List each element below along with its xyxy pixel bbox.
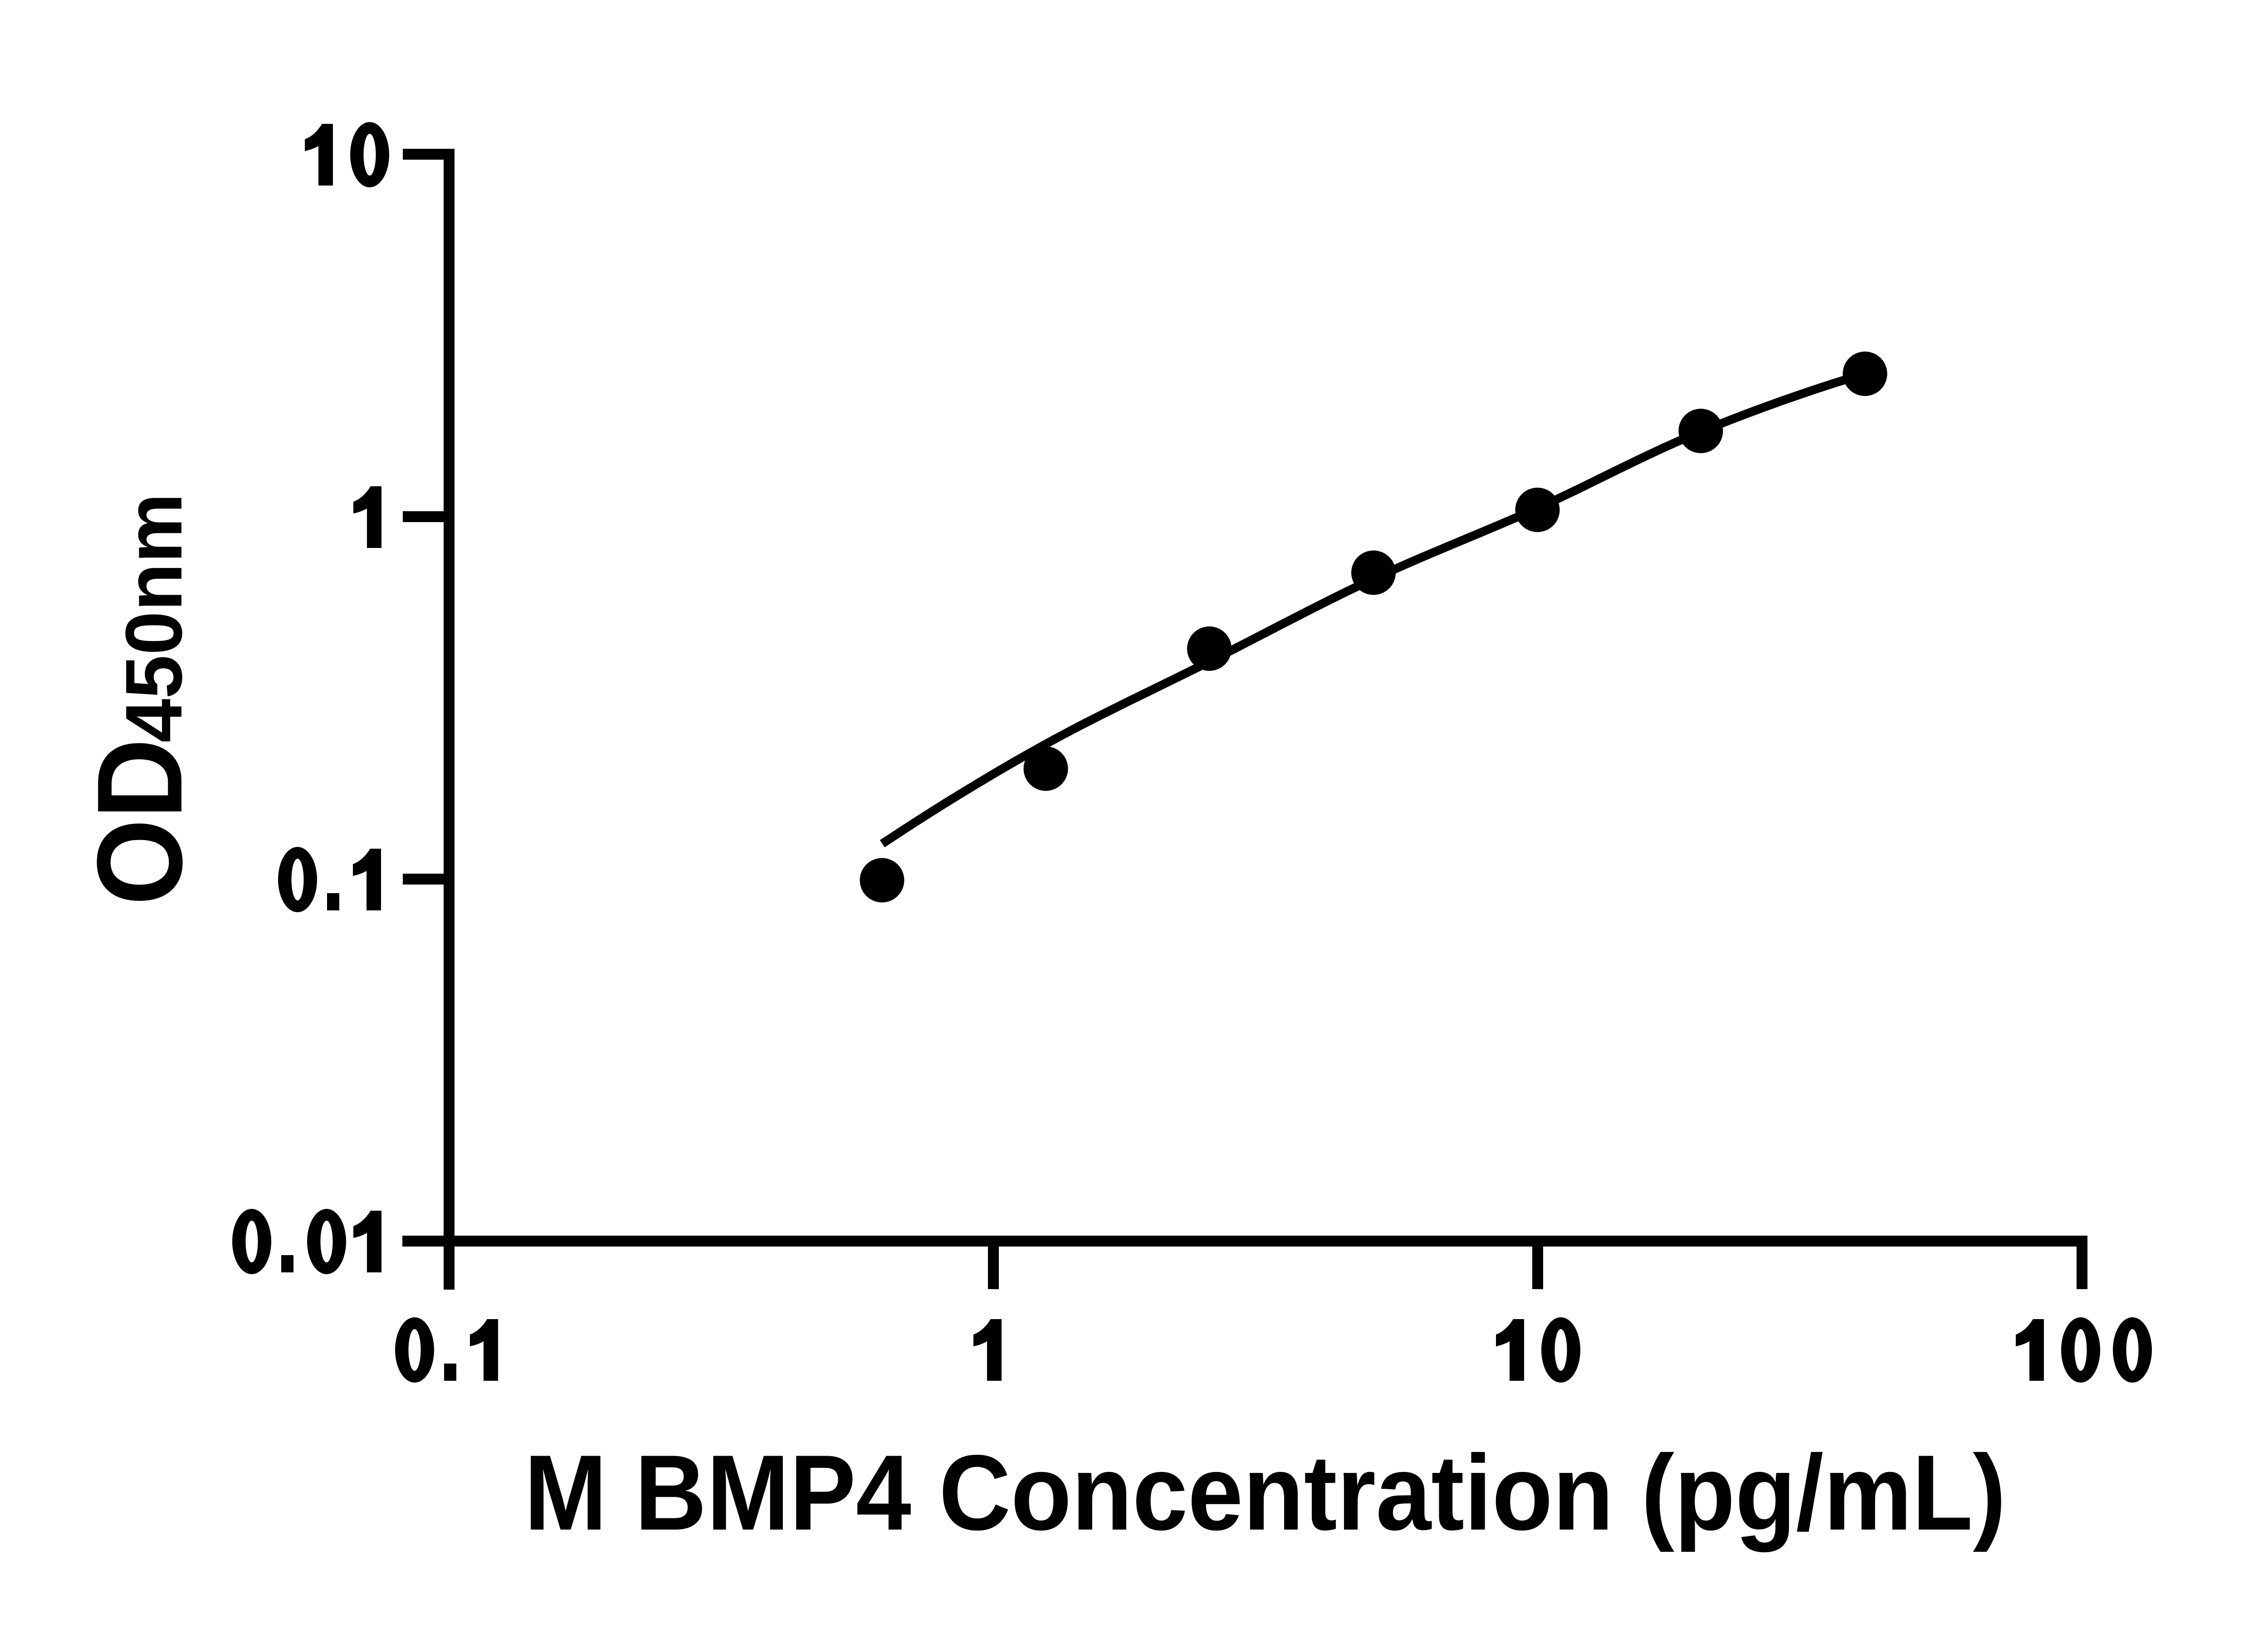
svg-text:M BMP4 Concentration (pg/mL): M BMP4 Concentration (pg/mL) xyxy=(524,1433,2006,1552)
svg-text:450nm: 450nm xyxy=(109,493,199,743)
svg-text:OD: OD xyxy=(72,738,207,905)
